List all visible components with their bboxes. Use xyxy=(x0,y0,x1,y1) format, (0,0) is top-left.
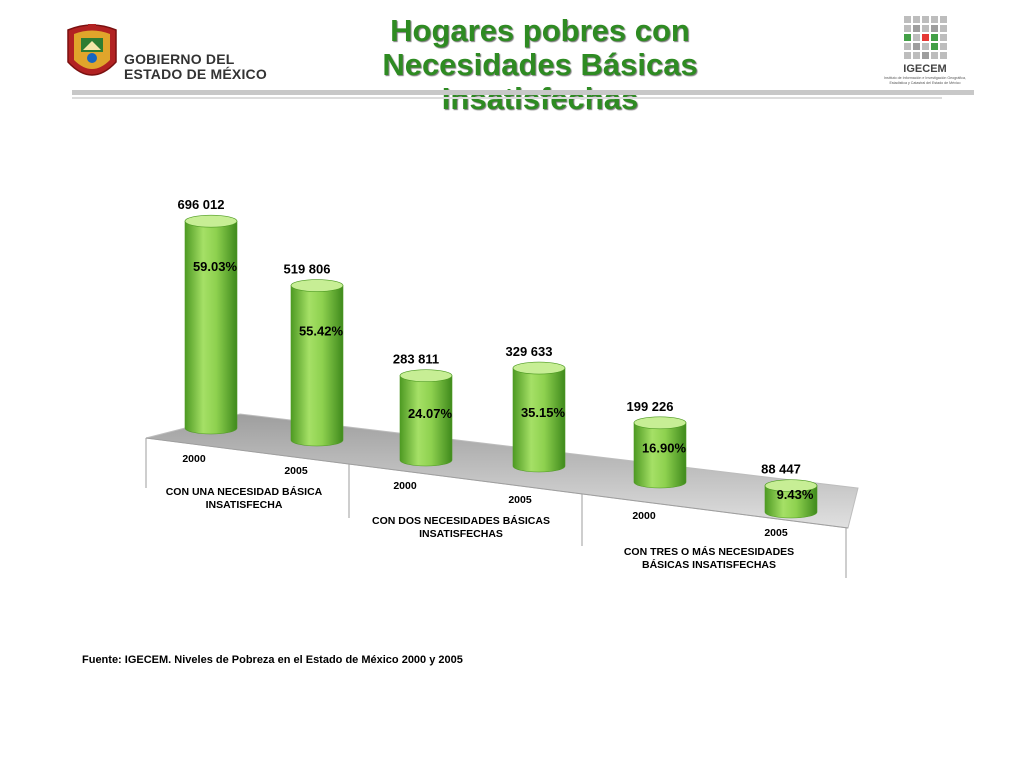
year-label: 2000 xyxy=(182,453,206,465)
bar-2000-group-3 xyxy=(633,416,687,489)
group-label: CON TRES O MÁS NECESIDADES xyxy=(624,545,794,558)
percent-label: 24.07% xyxy=(408,406,453,421)
bar-2005-group-1 xyxy=(290,279,344,447)
government-label: GOBIERNO DEL ESTADO DE MÉXICO xyxy=(124,52,267,82)
bar-body xyxy=(399,375,453,467)
bar-top xyxy=(512,361,566,375)
bar-2000-group-1 xyxy=(184,214,238,435)
bar-top xyxy=(184,214,238,228)
igecem-logo: IGECEM Instituto de Información e Invest… xyxy=(884,16,966,85)
igecem-logo-name: IGECEM xyxy=(903,63,946,75)
bar-top xyxy=(633,416,687,430)
bar-top xyxy=(764,479,818,493)
percent-label: 9.43% xyxy=(777,487,814,502)
percent-label: 16.90% xyxy=(642,440,687,455)
bar-body xyxy=(512,367,566,473)
chart-base-line xyxy=(145,437,849,529)
value-label: 199 226 xyxy=(627,399,674,414)
bar-2005-group-2 xyxy=(512,361,566,473)
bar-body xyxy=(764,485,818,519)
value-label: 88 447 xyxy=(761,462,801,477)
value-label: 696 012 xyxy=(178,197,225,212)
year-label: 2000 xyxy=(393,480,417,492)
percent-label: 35.15% xyxy=(521,405,566,420)
group-label: CON UNA NECESIDAD BÁSICA xyxy=(166,485,323,498)
group-label: CON DOS NECESIDADES BÁSICAS xyxy=(372,514,550,527)
year-label: 2005 xyxy=(508,494,532,506)
igecem-mosaic-icon xyxy=(904,16,947,59)
bar-2005-group-3 xyxy=(764,479,818,519)
value-label: 283 811 xyxy=(393,352,439,367)
title-line-2: Necesidades Básicas xyxy=(382,47,698,82)
group-label: INSATISFECHAS xyxy=(419,528,503,540)
igecem-caption-1: Instituto de Información e Investigación… xyxy=(884,76,966,80)
gov-line-1: GOBIERNO DEL xyxy=(124,51,235,67)
value-label: 329 633 xyxy=(506,344,553,359)
page-title: Hogares pobres con Necesidades Básicas I… xyxy=(340,14,740,116)
bar-body xyxy=(184,220,238,435)
estado-de-mexico-logo xyxy=(67,24,117,76)
group-label: BÁSICAS INSATISFECHAS xyxy=(642,558,776,571)
year-label: 2005 xyxy=(284,465,308,477)
bar-top xyxy=(399,369,453,382)
source-note: Fuente: IGECEM. Niveles de Pobreza en el… xyxy=(82,654,463,666)
value-label: 519 806 xyxy=(284,262,331,277)
percent-label: 59.03% xyxy=(193,259,238,274)
header-divider xyxy=(72,90,974,95)
year-label: 2005 xyxy=(764,527,788,539)
percent-label: 55.42% xyxy=(299,324,344,339)
bar-2000-group-2 xyxy=(399,369,453,467)
bar-body xyxy=(290,285,344,447)
bar-body xyxy=(633,422,687,489)
gov-line-2: ESTADO DE MÉXICO xyxy=(124,66,267,82)
igecem-caption-2: Estadística y Catastral del Estado de Mé… xyxy=(889,81,960,85)
group-label: INSATISFECHA xyxy=(206,499,283,511)
bar-top xyxy=(290,279,344,292)
title-line-1: Hogares pobres con xyxy=(390,13,690,48)
year-label: 2000 xyxy=(632,510,656,522)
header-divider-secondary xyxy=(72,97,942,99)
